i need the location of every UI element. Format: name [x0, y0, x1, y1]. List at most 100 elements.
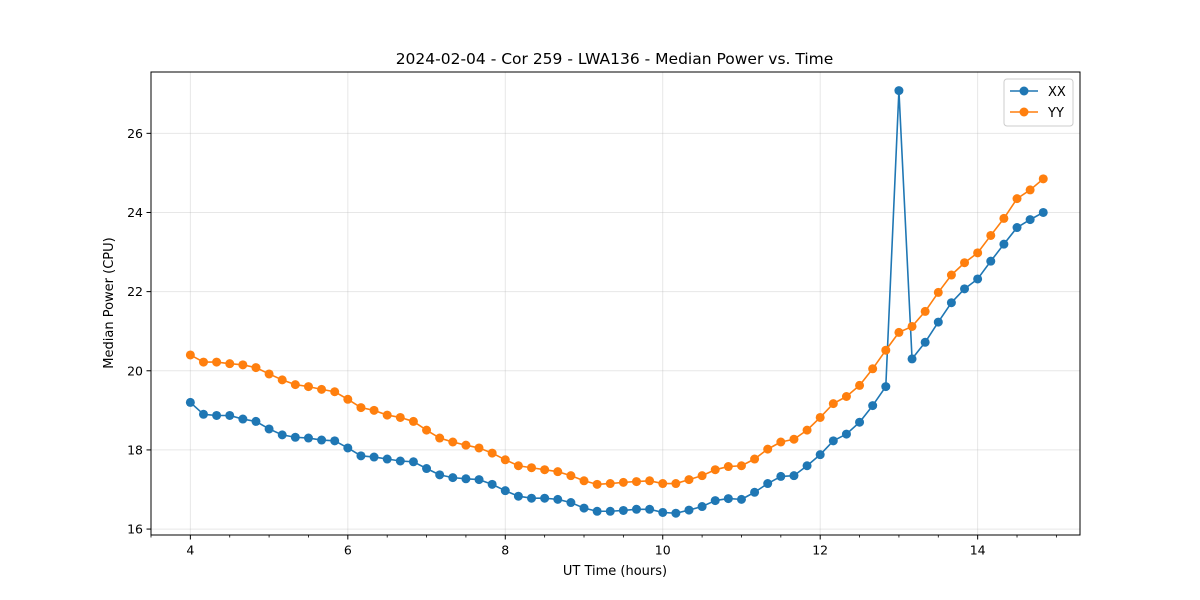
- x-axis-label: UT Time (hours): [563, 564, 667, 579]
- series-yy-point: [382, 410, 392, 420]
- series-xx-point: [973, 274, 983, 284]
- series-yy-point: [973, 248, 983, 258]
- series-yy-point: [198, 357, 208, 367]
- series-xx-point: [894, 86, 904, 96]
- series-yy-point: [579, 476, 589, 486]
- legend-yy-label: YY: [1047, 106, 1064, 121]
- series-yy-point: [474, 443, 484, 453]
- series-xx-point: [868, 401, 878, 411]
- series-yy-point: [868, 364, 878, 374]
- series-xx-point: [1012, 223, 1022, 233]
- series-yy-point: [723, 462, 733, 472]
- series-yy-point: [264, 369, 274, 379]
- series-yy-point: [933, 287, 943, 297]
- series-xx-point: [448, 473, 458, 483]
- series-xx-point: [461, 474, 471, 484]
- axes: 4 6 8 10 12 14 16 18 20 22 24 26: [127, 126, 1057, 558]
- series-xx-point: [435, 470, 445, 480]
- series-yy-point: [212, 357, 222, 367]
- series-yy-point: [330, 387, 340, 397]
- series-xx-point: [946, 298, 956, 308]
- legend: XX YY: [1003, 78, 1074, 127]
- series-xx-point: [920, 337, 930, 347]
- series-yy-point: [395, 412, 405, 422]
- series-xx-point: [330, 436, 340, 446]
- legend-xx-marker: [1019, 86, 1029, 96]
- series-group: [185, 86, 1048, 518]
- series-yy-point: [1038, 174, 1048, 184]
- series-xx-point: [618, 505, 628, 515]
- series-yy-point: [802, 425, 812, 435]
- series-xx-point: [212, 410, 222, 420]
- series-xx-point: [238, 414, 248, 424]
- series-yy-point: [632, 477, 641, 487]
- series-yy-point: [618, 477, 628, 487]
- series-yy-point: [815, 412, 825, 422]
- series-yy-point: [317, 384, 327, 394]
- chart-title: 2024-02-04 - Cor 259 - LWA136 - Median P…: [396, 50, 834, 68]
- series-xx-point: [697, 502, 707, 512]
- series-yy-point: [408, 416, 418, 426]
- y-tick-label: 22: [127, 284, 143, 299]
- series-xx-point: [264, 424, 274, 434]
- series-yy-point: [566, 471, 576, 481]
- series-xx-point: [750, 487, 760, 497]
- series-xx-point: [592, 506, 602, 516]
- series-xx-point: [513, 491, 523, 501]
- series-yy-point: [356, 403, 366, 413]
- series-yy-point: [540, 465, 550, 475]
- y-tick-label: 16: [127, 522, 143, 537]
- x-tick-label: 4: [186, 543, 194, 558]
- series-yy-point: [1025, 185, 1035, 195]
- series-xx-point: [763, 479, 773, 489]
- series-yy-point: [592, 479, 602, 489]
- series-xx-point: [736, 494, 746, 504]
- series-xx-point: [723, 494, 733, 504]
- series-yy-point: [750, 454, 760, 464]
- series-xx-point: [907, 354, 917, 364]
- series-xx-point: [776, 471, 786, 481]
- x-tick-label: 12: [812, 543, 828, 558]
- series-xx-point: [710, 496, 720, 506]
- series-xx-point: [789, 471, 799, 481]
- series-xx-point: [566, 498, 576, 508]
- series-yy-point: [369, 405, 379, 415]
- x-tick-label: 10: [655, 543, 671, 558]
- series-xx-point: [198, 409, 208, 419]
- series-xx-point: [500, 486, 510, 496]
- series-yy-point: [894, 327, 904, 337]
- series-yy-point: [960, 258, 970, 268]
- series-xx-point: [1038, 207, 1048, 217]
- series-xx-point: [408, 457, 418, 467]
- series-xx-point: [841, 429, 851, 439]
- series-xx-point: [828, 436, 838, 446]
- plot-frame: [150, 71, 1081, 536]
- series-xx-point: [579, 503, 589, 513]
- series-xx-point: [369, 452, 379, 462]
- series-xx-point: [382, 454, 392, 464]
- legend-xx-label: XX: [1048, 85, 1066, 100]
- series-yy-point: [461, 440, 471, 450]
- series-yy-point: [658, 479, 668, 489]
- series-yy-point: [487, 448, 497, 458]
- series-yy-point: [303, 382, 313, 392]
- series-yy-point: [736, 461, 746, 471]
- series-xx-point: [658, 507, 668, 517]
- series-yy-point: [435, 433, 445, 443]
- series-xx-point: [343, 443, 353, 453]
- series-yy-point: [343, 394, 353, 404]
- series-xx-point: [395, 456, 405, 466]
- series-yy-point: [277, 375, 287, 385]
- series-xx-point: [671, 508, 681, 518]
- series-yy-point: [776, 437, 786, 447]
- series-xx-point: [645, 504, 655, 514]
- series-xx-point: [540, 493, 550, 503]
- series-xx-point: [277, 430, 287, 440]
- series-yy-point: [238, 360, 248, 370]
- series-yy-point: [999, 213, 1009, 223]
- series-yy-point: [684, 475, 694, 485]
- series-xx-point: [815, 450, 825, 460]
- series-yy-point: [907, 321, 917, 331]
- series-yy-point: [513, 461, 523, 471]
- series-yy-point: [946, 270, 956, 280]
